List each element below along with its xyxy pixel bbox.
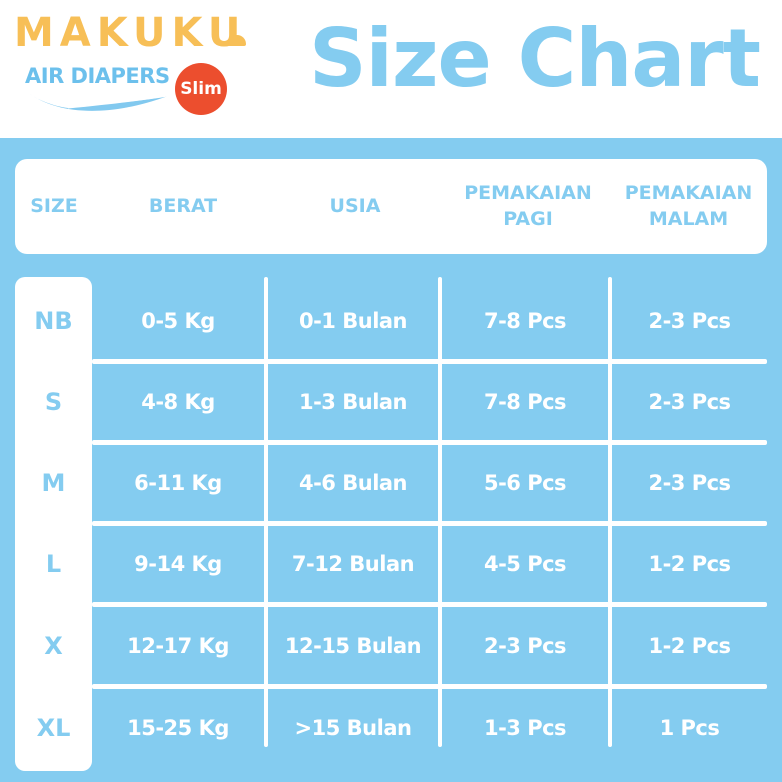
usia-cell: 7-12 Bulan xyxy=(291,551,415,576)
row-divider xyxy=(92,602,767,607)
berat-cell: 4-8 Kg xyxy=(141,389,215,414)
row-divider xyxy=(92,521,767,526)
product-name: AIR DIAPERS xyxy=(25,64,170,88)
size-cell: NB xyxy=(34,306,73,335)
header-berat: BERAT xyxy=(148,194,218,217)
berat-cell: 6-11 Kg xyxy=(134,470,222,495)
slim-badge: Slim xyxy=(175,63,227,115)
pagi-cell: 7-8 Pcs xyxy=(483,389,567,414)
column-divider xyxy=(264,277,268,747)
header-pemakaian-malam: PEMAKAIAN MALAM xyxy=(624,181,753,230)
berat-cell: 12-17 Kg xyxy=(127,633,229,658)
malam-cell: 1 Pcs xyxy=(659,715,720,740)
column-divider xyxy=(608,277,612,747)
column-divider xyxy=(438,277,442,747)
header-size: SIZE xyxy=(30,194,78,217)
pagi-cell: 5-6 Pcs xyxy=(483,470,567,495)
row-divider xyxy=(92,440,767,445)
row-divider xyxy=(92,359,767,364)
usia-cell: 12-15 Bulan xyxy=(284,633,422,658)
header-usia: USIA xyxy=(329,194,381,217)
feather-icon xyxy=(30,94,169,111)
berat-cell: 9-14 Kg xyxy=(134,551,222,576)
size-cell: L xyxy=(45,549,62,578)
malam-cell: 1-2 Pcs xyxy=(648,551,731,576)
pagi-cell: 2-3 Pcs xyxy=(483,633,567,658)
row-divider xyxy=(92,684,767,689)
malam-cell: 2-3 Pcs xyxy=(648,308,731,333)
size-cell: M xyxy=(41,468,66,497)
berat-cell: 0-5 Kg xyxy=(141,308,215,333)
page-title: Size Chart xyxy=(308,12,761,105)
berat-cell: 15-25 Kg xyxy=(127,715,229,740)
table-header: SIZE BERAT USIA PEMAKAIAN PAGI PEMAKAIAN… xyxy=(15,159,767,254)
header-banner: MAKUKU AIR DIAPERS Slim Size Chart xyxy=(0,0,782,138)
malam-cell: 2-3 Pcs xyxy=(648,470,731,495)
pagi-cell: 7-8 Pcs xyxy=(483,308,567,333)
usia-cell: 4-6 Bulan xyxy=(298,470,408,495)
size-column xyxy=(15,277,92,771)
usia-cell: 0-1 Bulan xyxy=(298,308,408,333)
malam-cell: 2-3 Pcs xyxy=(648,389,731,414)
header-pemakaian-pagi: PEMAKAIAN PAGI xyxy=(464,181,592,230)
size-cell: XL xyxy=(36,713,71,742)
size-cell: X xyxy=(44,631,63,660)
usia-cell: >15 Bulan xyxy=(294,715,412,740)
brand-logo: MAKUKU xyxy=(14,10,247,56)
malam-cell: 1-2 Pcs xyxy=(648,633,731,658)
pagi-cell: 1-3 Pcs xyxy=(483,715,567,740)
pagi-cell: 4-5 Pcs xyxy=(483,551,567,576)
size-cell: S xyxy=(44,387,63,416)
brand-dot-icon xyxy=(228,35,246,46)
usia-cell: 1-3 Bulan xyxy=(298,389,408,414)
